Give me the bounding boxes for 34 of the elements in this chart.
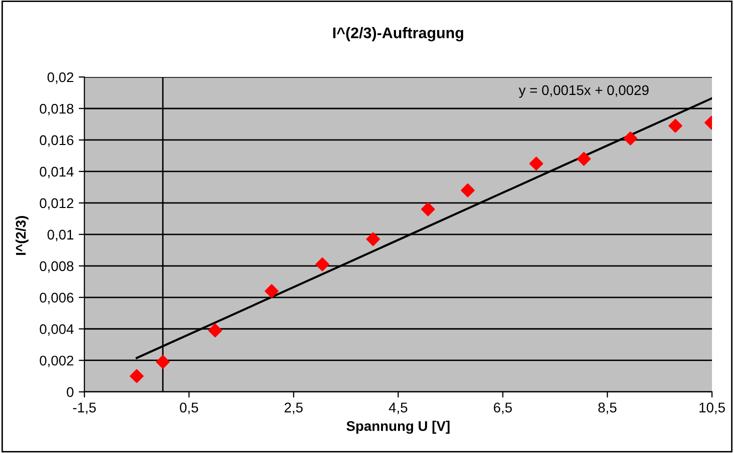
x-tick-label: 4,5 <box>388 402 408 414</box>
y-tick-label: 0,014 <box>40 166 74 178</box>
point <box>315 257 330 272</box>
y-tick-label: 0 <box>66 387 74 398</box>
point <box>208 324 222 338</box>
y-tick-label: 0,01 <box>48 230 74 242</box>
x-tick-label: 2,5 <box>284 402 303 414</box>
x-tick-label: 8,5 <box>598 402 616 414</box>
y-tick-label: 0,002 <box>40 356 74 368</box>
y-tick-label: 0,008 <box>40 261 74 273</box>
y-tick-label: 0,004 <box>40 324 74 336</box>
point <box>576 152 591 166</box>
point <box>421 202 435 216</box>
y-tick-label: 0,018 <box>40 104 74 116</box>
point <box>460 183 475 198</box>
point <box>623 131 638 146</box>
point <box>366 232 380 246</box>
point <box>529 156 544 170</box>
point <box>264 284 279 298</box>
x-tick-label: -1,5 <box>73 402 96 414</box>
point <box>668 118 682 133</box>
y-tick-label: 0,02 <box>48 72 74 84</box>
chart-title: I^(2/3)-Auftragung <box>333 27 464 42</box>
y-tick-label: 0,012 <box>40 198 74 210</box>
annotation: y = 0,0015x + 0,0029 <box>518 85 649 98</box>
y-tick-label: 0,016 <box>40 135 74 147</box>
x-tick-label: 0,5 <box>180 402 198 414</box>
point <box>156 355 170 369</box>
x-tick-label: 6,5 <box>494 402 512 414</box>
x-axis-title: Spannung U [V] <box>346 420 450 434</box>
point <box>130 369 144 384</box>
y-tick-label: 0,006 <box>40 292 74 304</box>
x-tick-label: 10,5 <box>700 402 725 414</box>
y-axis-title: I^(2/3) <box>16 216 28 255</box>
